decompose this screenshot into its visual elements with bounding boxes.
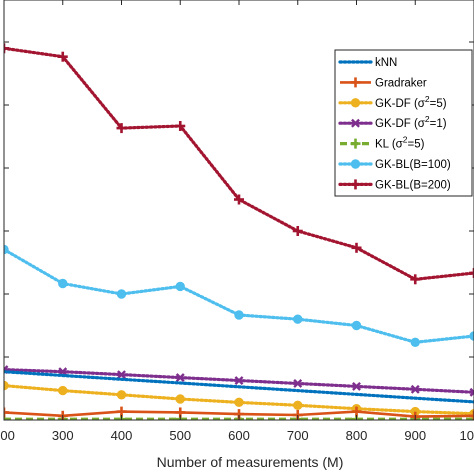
- legend-entry: Gradraker: [340, 77, 427, 89]
- legend-label: GK-DF (σ2=1): [375, 114, 447, 130]
- legend: kNN Gradraker GK-DF (σ2=5) GK-DF (σ2=1) KL (…: [334, 49, 473, 197]
- series-5: [4, 244, 474, 347]
- x-tick-label: 900: [404, 428, 426, 443]
- legend-marker: [350, 138, 361, 149]
- data-point: [175, 394, 185, 404]
- legend-marker: [351, 118, 360, 128]
- data-point: [58, 278, 68, 289]
- data-point: [175, 373, 185, 383]
- data-point: [234, 310, 244, 320]
- legend-entry: GK-BL(B=200): [338, 179, 451, 191]
- data-point: [4, 414, 9, 420]
- series-line: [4, 370, 474, 404]
- data-point: [352, 381, 361, 391]
- data-point: [410, 384, 420, 394]
- data-point: [4, 407, 9, 418]
- x-tick-label: 400: [111, 428, 133, 443]
- data-point: [351, 242, 362, 253]
- data-point: [175, 121, 186, 131]
- x-tick-label: 500: [169, 428, 191, 443]
- data-point: [469, 387, 474, 397]
- axis-layer: 200 300 400 500 600 700 800 900 1000: [0, 0, 474, 443]
- legend-marker: [350, 179, 361, 190]
- data-point: [116, 406, 127, 417]
- legend-marker: [350, 98, 361, 108]
- x-tick-label: 700: [287, 428, 309, 443]
- data-point: [292, 226, 303, 236]
- data-point: [234, 194, 244, 205]
- data-point: [4, 244, 9, 255]
- x-tick-label: 600: [228, 428, 250, 443]
- data-point: [351, 320, 362, 331]
- x-tick-label: 200: [0, 428, 15, 443]
- data-point: [293, 314, 303, 324]
- data-point: [4, 43, 9, 54]
- legend-entry: KL (σ2=5): [340, 135, 425, 151]
- x-axis-label: Number of measurements (M): [157, 454, 344, 470]
- data-point: [116, 289, 127, 299]
- data-point: [116, 390, 127, 400]
- legend-entry: kNN: [338, 57, 397, 69]
- legend-label: GK-BL(B=200): [375, 179, 451, 191]
- data-point: [410, 274, 421, 285]
- data-point: [469, 414, 474, 420]
- data-point: [234, 376, 244, 385]
- legend-label: KL (σ2=5): [375, 135, 425, 151]
- legend-marker: [350, 77, 361, 88]
- data-point: [293, 400, 303, 410]
- data-point: [410, 337, 420, 347]
- data-point: [175, 281, 185, 292]
- legend-label: GK-BL(B=100): [375, 159, 451, 171]
- data-point: [58, 385, 68, 396]
- series-2: [4, 380, 474, 419]
- legend-entry: GK-DF (σ2=1): [338, 114, 447, 130]
- data-point: [234, 397, 244, 408]
- series-0: [4, 370, 474, 404]
- x-tick-label: 800: [346, 428, 368, 443]
- data-point: [469, 331, 474, 341]
- data-point: [57, 51, 68, 62]
- legend-marker: [350, 159, 361, 169]
- legend-entry: GK-BL(B=100): [338, 159, 451, 171]
- legend-label: GK-DF (σ2=5): [375, 94, 447, 110]
- x-tick-label: 1000: [460, 428, 474, 443]
- legend-label: kNN: [375, 57, 397, 69]
- data-point: [293, 379, 303, 388]
- data-point: [117, 370, 126, 380]
- data-point: [469, 410, 474, 420]
- legend-label: Gradraker: [375, 77, 427, 89]
- data-point: [469, 268, 474, 278]
- data-point: [116, 123, 127, 134]
- x-tick-label: 300: [52, 428, 74, 443]
- series-6: [4, 43, 474, 285]
- legend-entry: GK-DF (σ2=5): [338, 94, 447, 110]
- data-point: [351, 406, 362, 417]
- data-point: [4, 380, 9, 391]
